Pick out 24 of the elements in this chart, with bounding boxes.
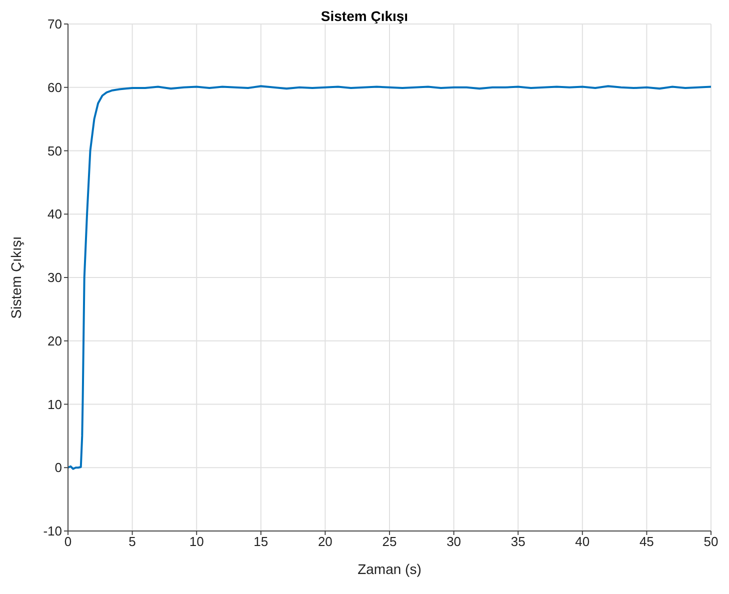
y-tick-label: -10 (43, 524, 62, 539)
x-axis-title: Zaman (s) (358, 561, 422, 577)
y-tick-label: 50 (48, 143, 62, 158)
x-tick-label: 30 (446, 534, 462, 550)
y-tick-label: 10 (48, 396, 62, 412)
x-tick-label: 40 (575, 534, 590, 550)
x-tick-label: 45 (639, 534, 654, 550)
y-tick-label: 60 (48, 80, 62, 95)
x-tick-label: 35 (510, 534, 526, 550)
x-tick-label: 15 (254, 534, 268, 550)
y-axis-title: Sistem Çıkışı (8, 236, 24, 319)
x-tick-label: 5 (128, 534, 136, 550)
x-tick-label: 0 (64, 534, 72, 550)
y-tick-label: 70 (48, 16, 62, 32)
x-tick-label: 10 (189, 534, 204, 550)
x-tick-label: 50 (704, 534, 718, 550)
y-tick-label: 0 (54, 460, 62, 476)
line-series (68, 85, 711, 470)
y-tick-label: 30 (48, 270, 62, 286)
y-tick-label: 20 (48, 333, 62, 348)
y-tick-label: 40 (48, 206, 62, 222)
chart-title: Sistem Çıkışı (320, 8, 408, 24)
x-tick-label: 20 (318, 534, 332, 550)
x-tick-label: 25 (382, 534, 397, 550)
